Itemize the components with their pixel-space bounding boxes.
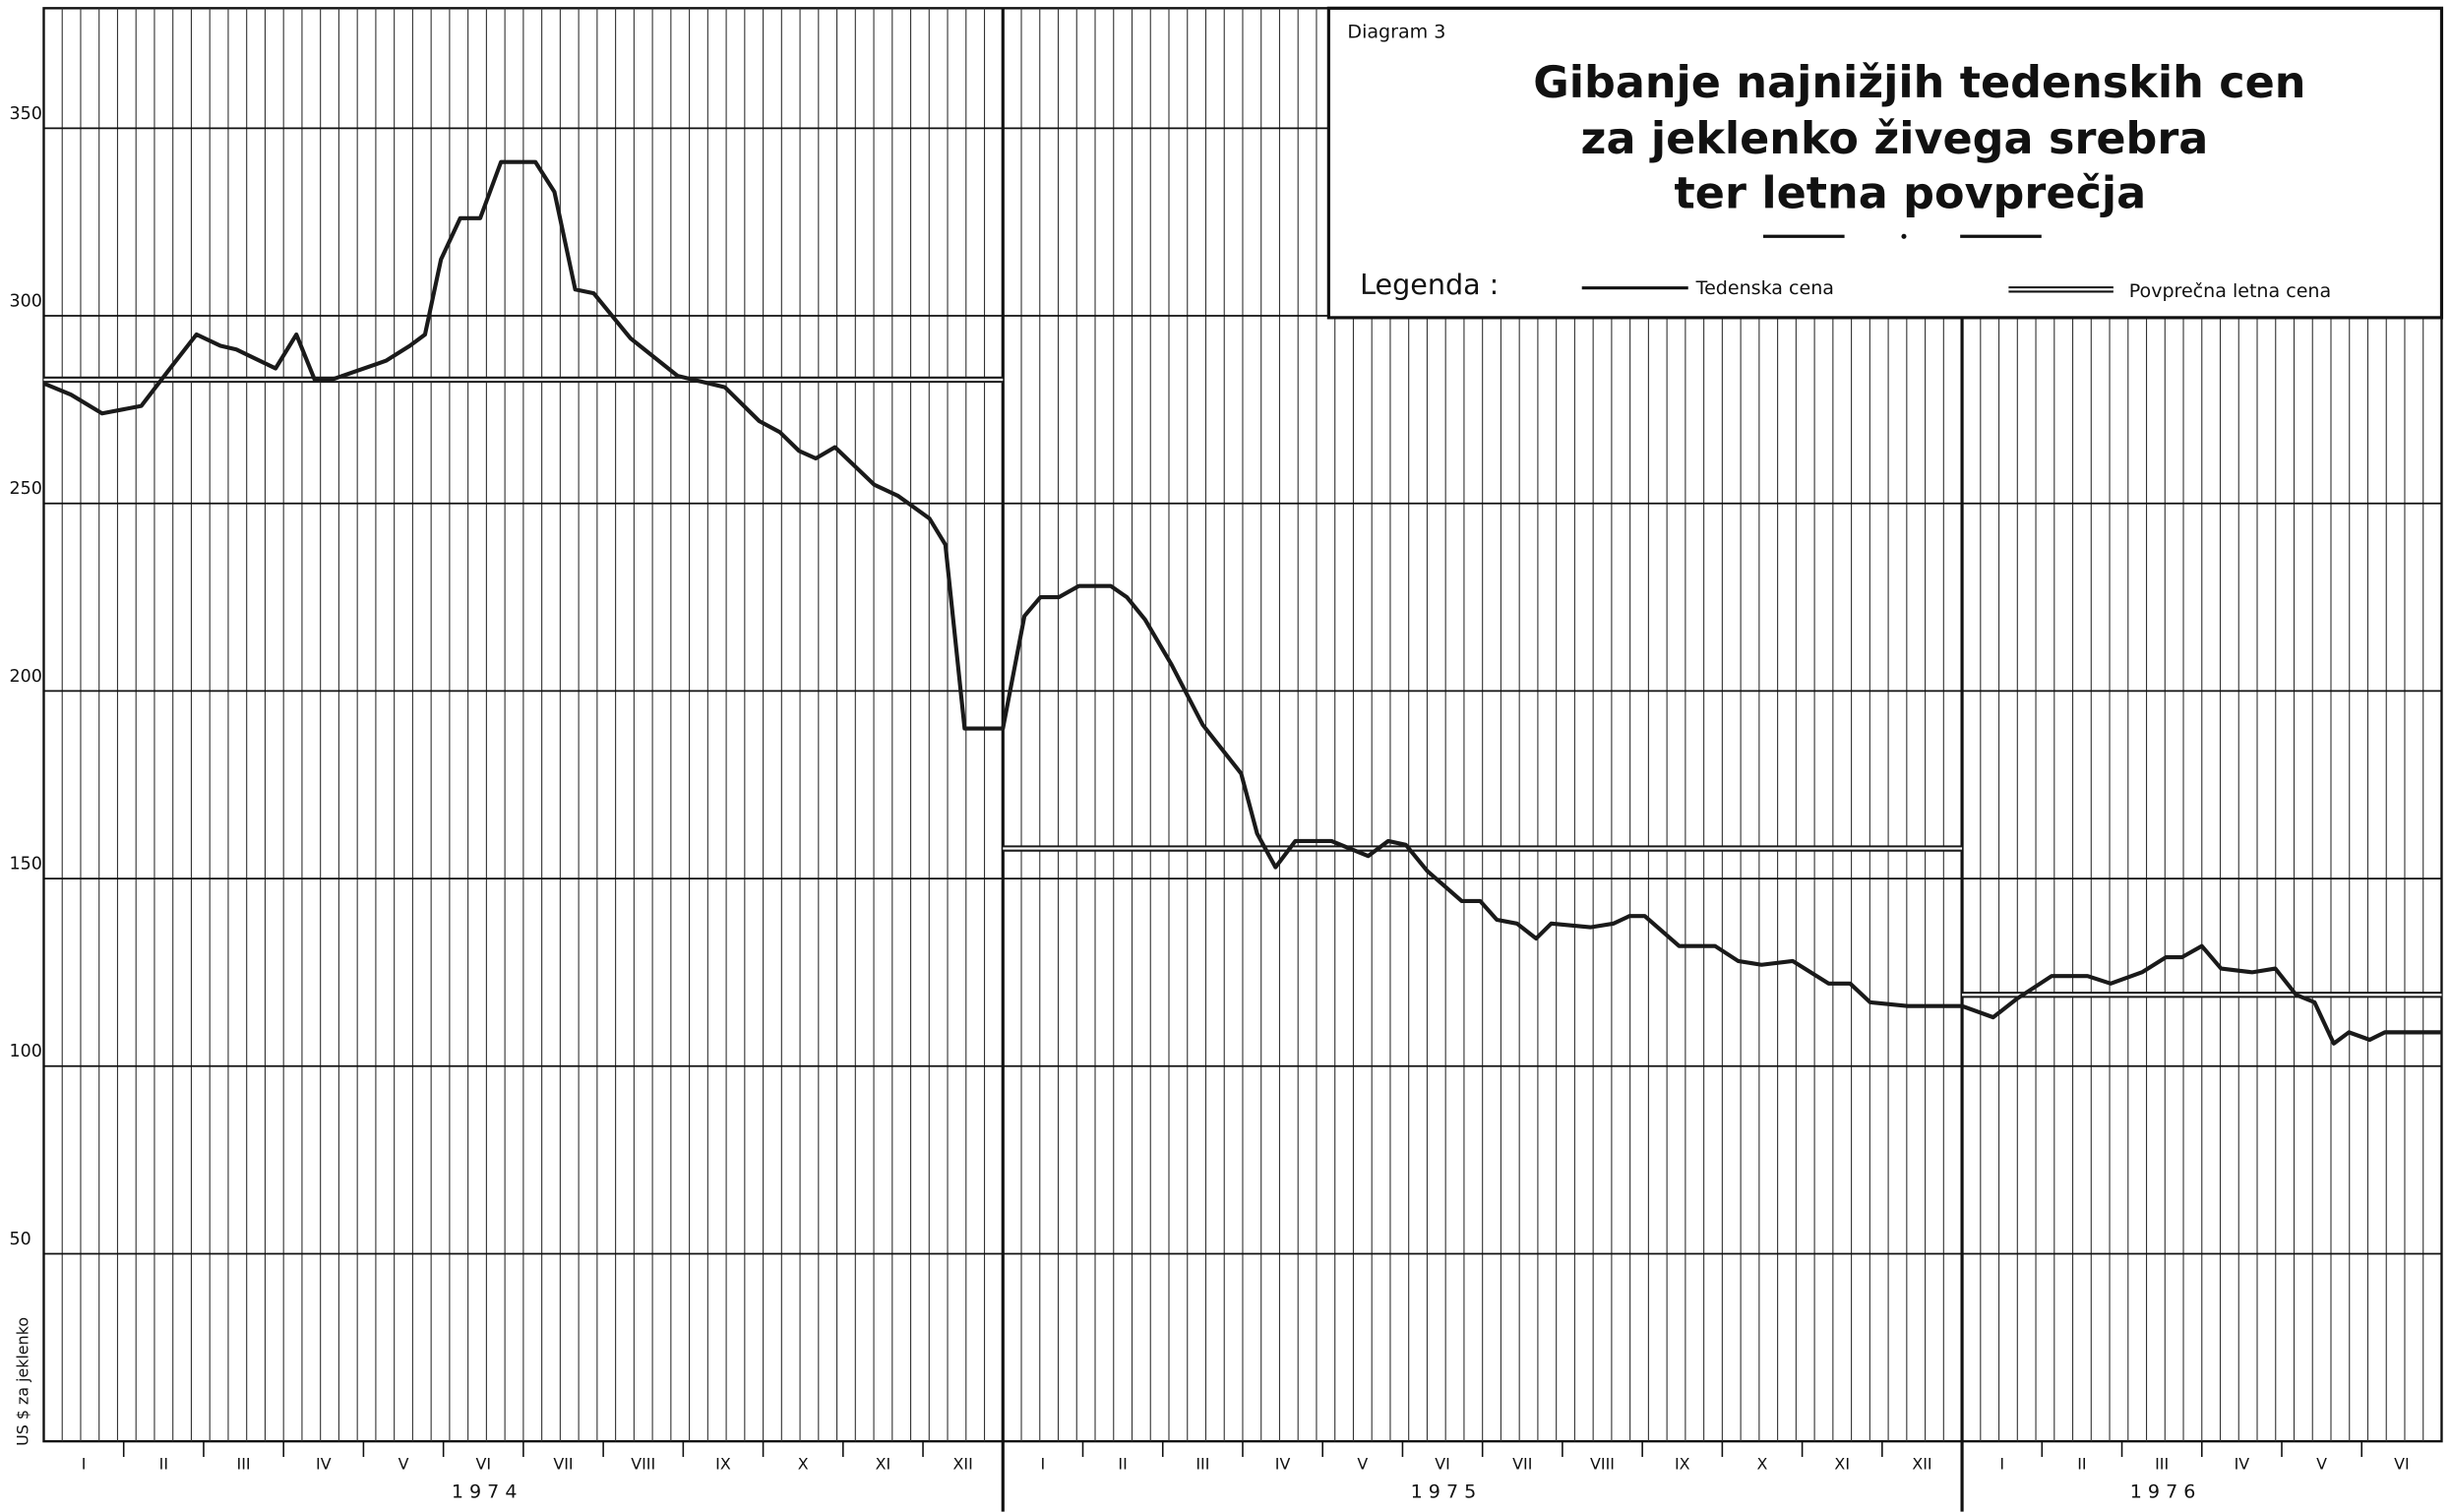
x-tick-label: II xyxy=(2077,1455,2086,1474)
x-tick-label: IV xyxy=(316,1455,332,1474)
x-tick-label: XI xyxy=(876,1455,891,1474)
y-axis-label: US $ za jeklenko xyxy=(14,1317,32,1446)
x-tick-label: V xyxy=(2316,1455,2327,1474)
x-tick-label: II xyxy=(1118,1455,1127,1474)
x-tick-label: VIII xyxy=(631,1455,655,1474)
price-line xyxy=(42,159,2442,1046)
marks xyxy=(42,159,2442,1046)
year-label: 1 9 7 4 xyxy=(452,1481,518,1502)
x-tick-label: VIII xyxy=(1590,1455,1615,1474)
y-tick-label: 350 xyxy=(10,104,42,124)
x-tick-label: IV xyxy=(2235,1455,2250,1474)
x-tick-label: XII xyxy=(953,1455,973,1474)
x-tick-label: V xyxy=(1357,1455,1368,1474)
diagram-label: Diagram 3 xyxy=(1347,22,1445,43)
x-tick-label: IX xyxy=(1675,1455,1690,1474)
legend-title: Legenda : xyxy=(1360,268,1499,301)
year-label: 1 9 7 5 xyxy=(1411,1481,1477,1502)
y-tick-label: 150 xyxy=(10,855,42,875)
title-line: za jeklenko živega srebra xyxy=(1581,114,2209,164)
y-tick-label: 50 xyxy=(10,1230,31,1249)
x-tick-label: XI xyxy=(1834,1455,1850,1474)
y-tick-label: 200 xyxy=(10,667,42,687)
x-tick-label: IX xyxy=(715,1455,731,1474)
x-tick-label: VI xyxy=(1435,1455,1450,1474)
y-tick-label: 250 xyxy=(10,479,42,499)
x-tick-label: I xyxy=(82,1455,87,1474)
title-frame xyxy=(1326,6,2444,320)
average-line-inner xyxy=(43,378,2442,997)
title-line: ter letna povprečja xyxy=(1675,169,2147,219)
x-tick-label: XII xyxy=(1912,1455,1931,1474)
x-tick-label: IV xyxy=(1275,1455,1291,1474)
x-tick-label: VI xyxy=(475,1455,491,1474)
x-tick-label: VII xyxy=(553,1455,573,1474)
title-box: Diagram 3 Gibanje najnižjih tedenskih ce… xyxy=(1326,6,2444,320)
x-tick-label: III xyxy=(237,1455,251,1474)
title-line: Gibanje najnižjih tedenskih cen xyxy=(1533,58,2305,108)
x-tick-label: II xyxy=(159,1455,168,1474)
x-tick-label: X xyxy=(1757,1455,1768,1474)
x-tick-label: I xyxy=(1041,1455,1046,1474)
y-tick-label: 100 xyxy=(10,1042,42,1061)
ornament xyxy=(1901,233,1907,239)
year-label: 1 9 7 6 xyxy=(2130,1481,2196,1502)
legend-label: Povprečna letna cena xyxy=(2129,280,2331,302)
x-tick-label: III xyxy=(2155,1455,2169,1474)
x-tick-label: V xyxy=(398,1455,409,1474)
legend-label: Tedenska cena xyxy=(1695,277,1834,299)
y-tick-label: 300 xyxy=(10,292,42,312)
x-tick-label: III xyxy=(1195,1455,1209,1474)
x-tick-label: VII xyxy=(1512,1455,1532,1474)
x-tick-label: VI xyxy=(2394,1455,2410,1474)
x-tick-label: I xyxy=(1999,1455,2004,1474)
x-tick-label: X xyxy=(798,1455,809,1474)
